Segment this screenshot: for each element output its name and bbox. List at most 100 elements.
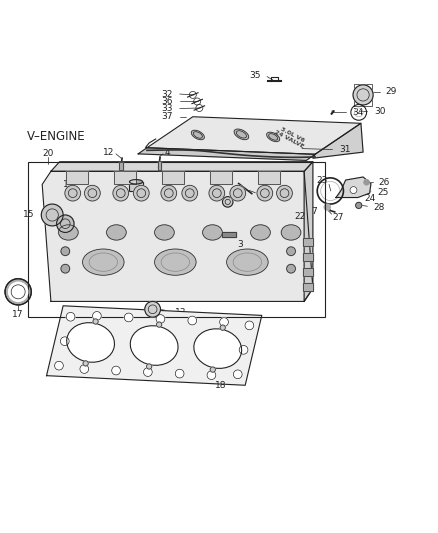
Circle shape (92, 312, 101, 320)
Bar (162, 171, 184, 183)
Polygon shape (42, 171, 313, 302)
Circle shape (239, 345, 248, 354)
Bar (120, 161, 123, 171)
Circle shape (277, 185, 292, 201)
Polygon shape (304, 161, 313, 302)
Bar (303, 268, 313, 276)
Bar (114, 171, 136, 183)
Ellipse shape (281, 225, 301, 240)
Circle shape (207, 371, 216, 379)
Circle shape (220, 325, 225, 330)
Circle shape (65, 185, 81, 201)
Bar (258, 171, 280, 183)
Circle shape (182, 185, 198, 201)
Text: 25: 25 (377, 188, 389, 197)
Bar (210, 171, 232, 183)
Text: 3.0L V6
24 VALVE: 3.0L V6 24 VALVE (274, 125, 308, 149)
Bar (258, 171, 280, 183)
Bar (130, 182, 143, 191)
Text: 7: 7 (311, 207, 317, 216)
Circle shape (93, 319, 98, 324)
Circle shape (9, 282, 28, 302)
Circle shape (175, 369, 184, 378)
Bar (120, 161, 123, 171)
Ellipse shape (106, 225, 126, 240)
Text: 34: 34 (352, 108, 364, 117)
Bar (303, 253, 313, 261)
Circle shape (220, 318, 228, 326)
Circle shape (161, 185, 177, 201)
Text: 33: 33 (162, 104, 173, 113)
Bar (66, 171, 88, 183)
Text: 18: 18 (215, 381, 226, 390)
Polygon shape (313, 123, 363, 158)
Ellipse shape (59, 225, 78, 240)
Circle shape (124, 313, 133, 322)
Text: 29: 29 (386, 87, 397, 96)
Text: 17: 17 (12, 310, 24, 319)
Bar (66, 171, 88, 183)
Circle shape (257, 185, 273, 201)
Ellipse shape (130, 180, 143, 184)
Text: 30: 30 (374, 107, 385, 116)
Circle shape (83, 361, 88, 366)
Ellipse shape (82, 249, 124, 275)
Bar (130, 182, 143, 191)
Circle shape (156, 314, 165, 324)
Text: 24: 24 (364, 195, 375, 203)
Text: 12: 12 (103, 148, 115, 157)
Circle shape (145, 302, 160, 317)
Circle shape (156, 322, 162, 327)
Bar (303, 282, 313, 290)
Polygon shape (336, 177, 371, 198)
Bar (210, 171, 232, 183)
Text: 23: 23 (317, 175, 328, 184)
Polygon shape (51, 161, 313, 171)
Circle shape (134, 185, 149, 201)
Polygon shape (138, 148, 315, 160)
Text: 37: 37 (162, 112, 173, 121)
Circle shape (5, 279, 31, 305)
Circle shape (223, 197, 233, 207)
Ellipse shape (203, 225, 222, 240)
Ellipse shape (5, 279, 31, 305)
Ellipse shape (251, 225, 270, 240)
Text: 36: 36 (162, 97, 173, 106)
Circle shape (57, 215, 74, 232)
Bar (223, 231, 236, 237)
Polygon shape (147, 117, 361, 154)
Bar (303, 268, 313, 276)
Ellipse shape (67, 322, 114, 362)
Ellipse shape (191, 130, 205, 140)
Circle shape (353, 85, 373, 105)
Bar (303, 238, 313, 246)
Bar (158, 161, 161, 169)
Circle shape (233, 370, 242, 378)
Bar (28, 161, 325, 317)
Text: 27: 27 (332, 213, 344, 222)
Circle shape (230, 185, 246, 201)
Ellipse shape (226, 249, 268, 275)
Text: 4: 4 (165, 148, 170, 157)
Circle shape (113, 185, 129, 201)
Circle shape (287, 264, 295, 273)
Text: 32: 32 (162, 90, 173, 99)
Circle shape (41, 204, 63, 226)
Circle shape (210, 367, 215, 372)
Bar (303, 253, 313, 261)
Circle shape (350, 187, 357, 193)
Circle shape (188, 316, 197, 325)
Text: 28: 28 (374, 203, 385, 212)
Circle shape (112, 366, 120, 375)
Text: 13: 13 (175, 308, 187, 317)
Circle shape (144, 368, 152, 376)
Circle shape (80, 365, 88, 373)
Ellipse shape (267, 132, 280, 142)
Bar (162, 171, 184, 183)
Text: 10: 10 (64, 180, 75, 189)
Text: 22: 22 (294, 212, 305, 221)
Circle shape (245, 321, 254, 330)
Circle shape (61, 247, 70, 256)
Text: 2: 2 (109, 182, 114, 191)
Text: 1: 1 (258, 189, 264, 198)
